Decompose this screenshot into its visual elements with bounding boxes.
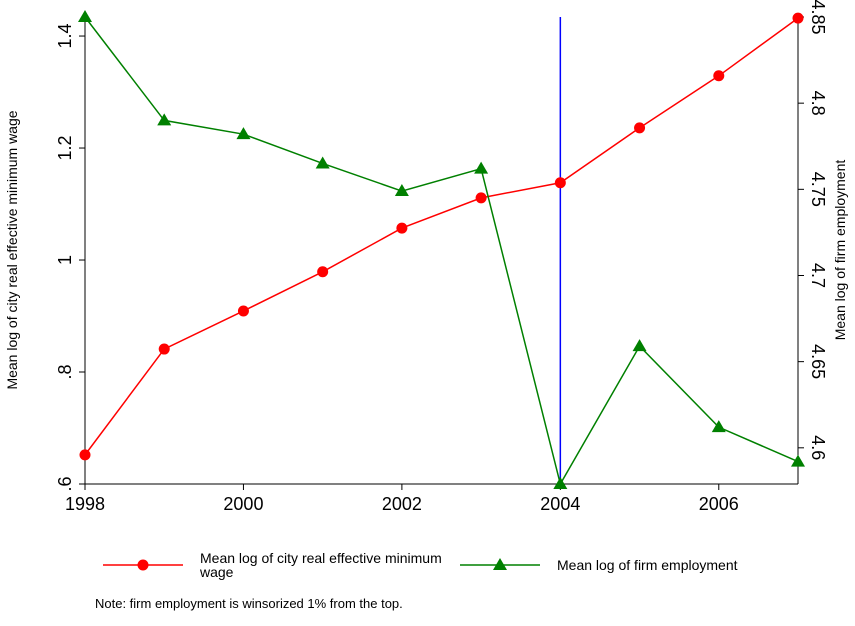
y-tick-label: 1.2: [55, 136, 75, 161]
series-line: [84, 17, 799, 456]
marker: [475, 192, 487, 204]
y2-tick-label: 4.75: [808, 172, 828, 207]
legend-marker: [137, 559, 149, 571]
y-tick-label: 1.4: [55, 24, 75, 49]
marker: [78, 10, 92, 22]
marker: [792, 12, 804, 24]
marker: [791, 454, 805, 467]
marker: [157, 113, 172, 126]
marker: [553, 477, 568, 489]
y-axis-title: Mean log of city real effective minimum …: [4, 110, 20, 389]
marker: [315, 156, 330, 169]
marker: [711, 420, 726, 433]
x-tick-label: 2004: [540, 494, 580, 514]
marker: [79, 449, 91, 461]
y-tick-label: .6: [55, 476, 75, 491]
y2-tick-label: 4.7: [808, 263, 828, 288]
x-tick-label: 2002: [382, 494, 422, 514]
marker: [158, 343, 170, 355]
marker: [632, 339, 647, 352]
x-tick-label: 2006: [699, 494, 739, 514]
y2-tick-label: 4.65: [808, 344, 828, 379]
marker: [394, 184, 409, 197]
marker: [554, 177, 566, 189]
y2-axis-title: Mean log of firm employment: [832, 160, 848, 341]
marker: [396, 222, 408, 234]
y2-tick-label: 4.8: [808, 91, 828, 116]
legend-marker: [493, 558, 507, 570]
marker: [713, 70, 725, 82]
marker: [236, 127, 251, 140]
x-tick-label: 2000: [223, 494, 263, 514]
y-tick-label: 1: [55, 255, 75, 265]
marker: [237, 305, 249, 317]
marker: [634, 122, 646, 134]
y2-tick-label: 4.6: [808, 435, 828, 460]
marker: [474, 161, 489, 174]
legend-label: Mean log of firm employment: [557, 557, 738, 573]
x-tick-label: 1998: [65, 494, 105, 514]
y2-tick-label: 4.85: [808, 0, 828, 35]
series-line: [84, 16, 799, 486]
legend-label: Mean log of city real effective minimum …: [200, 550, 442, 580]
marker: [317, 266, 329, 278]
y-tick-label: .8: [55, 365, 75, 380]
note: Note: firm employment is winsorized 1% f…: [95, 596, 403, 611]
